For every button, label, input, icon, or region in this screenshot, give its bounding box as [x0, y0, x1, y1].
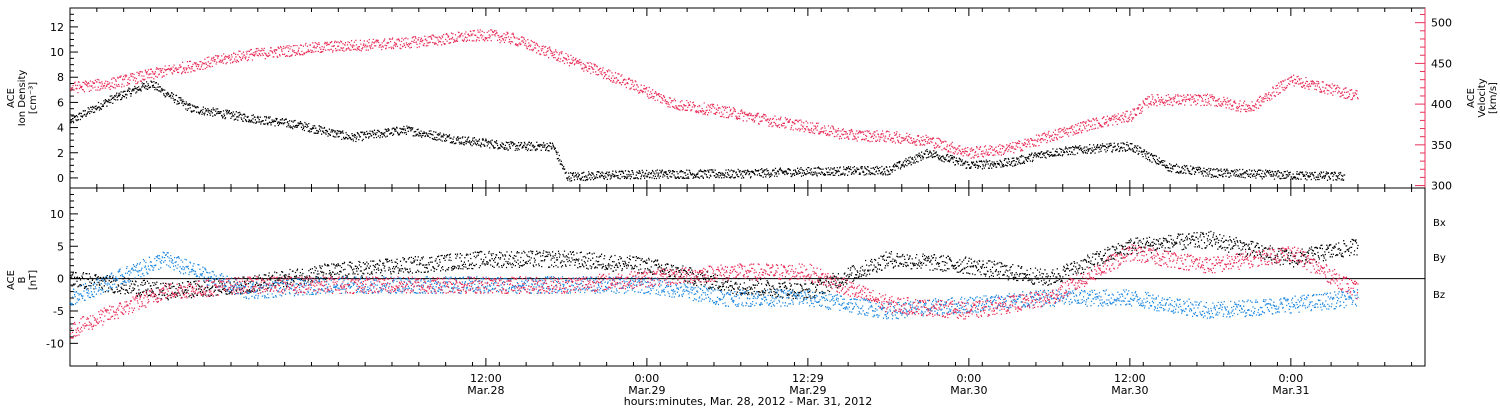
- top-right-tick-label: 350: [1431, 139, 1452, 152]
- top-right-tick-label: 500: [1431, 17, 1452, 30]
- legend-entry-bx: Bx: [1433, 218, 1446, 229]
- b-series-bz-points: [70, 244, 1359, 339]
- bottom-left-tick-label: -10: [46, 337, 64, 350]
- x-tick-time-label: 0:00: [1278, 372, 1303, 385]
- bottom-left-axis-title-line: ACE: [6, 270, 17, 290]
- top-left-tick-label: 4: [57, 122, 64, 135]
- top-series-group: [70, 29, 1359, 182]
- x-tick-date-label: Mar.31: [1272, 384, 1309, 397]
- top-left-axis-title-line: ACE: [6, 88, 17, 108]
- legend-entry-by: By: [1433, 253, 1446, 264]
- bottom-left-axis-title: ACE B [nT]: [6, 270, 39, 290]
- x-tick-date-label: Mar.30: [1111, 384, 1148, 397]
- x-tick-time-label: 0:00: [635, 372, 660, 385]
- top-right-tick-label: 450: [1431, 57, 1452, 70]
- top-left-axis-title-line: Ion Density: [17, 70, 28, 127]
- x-tick-time-label: 12:29: [792, 372, 824, 385]
- b-series-bz: [70, 244, 1359, 339]
- top-left-axis-title: ACE Ion Density [cm⁻³]: [6, 70, 39, 127]
- top-right-tick-label: 300: [1431, 180, 1452, 193]
- x-axis: 12:00Mar.280:00Mar.2912:29Mar.290:00Mar.…: [69, 8, 1413, 397]
- top-left-axis-title-line: [cm⁻³]: [28, 82, 39, 114]
- bottom-left-tick-label: 5: [57, 240, 64, 253]
- top-panel-frame: [69, 7, 1426, 189]
- top-left-tick-label: 6: [57, 96, 64, 109]
- top-left-tick-label: 10: [50, 46, 64, 59]
- x-axis-title: hours:minutes, Mar. 28, 2012 - Mar. 31, …: [624, 395, 873, 408]
- b-series-bx: [70, 230, 1359, 301]
- bottom-left-axis-title-line: [nT]: [28, 270, 39, 290]
- top-right-axis-label: ACE Velocity [km/s]: [1466, 78, 1499, 117]
- bottom-left-tick-label: 0: [57, 273, 64, 286]
- x-tick-date-label: Mar.29: [789, 384, 826, 397]
- x-tick-time-label: 12:00: [1114, 372, 1146, 385]
- top-left-y-axis: 0 2 4 6 8 10 12: [50, 13, 78, 185]
- bottom-series-group: [70, 230, 1359, 339]
- top-left-tick-label: 8: [57, 71, 64, 84]
- bottom-left-y-axis: -10 -5 0 5 10: [46, 193, 78, 350]
- b-series-bx-points: [70, 230, 1359, 301]
- top-left-axis-label: ACE Ion Density [cm⁻³]: [6, 70, 39, 127]
- x-tick-time-label: 0:00: [957, 372, 982, 385]
- bottom-left-tick-label: 10: [50, 208, 64, 221]
- density-series: [70, 80, 1346, 182]
- top-right-axis-title-line: ACE: [1466, 88, 1477, 108]
- top-right-axis-title-line: [km/s]: [1488, 82, 1499, 114]
- bottom-legend: Bx By Bz: [1433, 218, 1446, 301]
- top-right-tick-label: 400: [1431, 98, 1452, 111]
- x-tick-date-label: Mar.28: [467, 384, 504, 397]
- x-tick-time-label: 12:00: [470, 372, 502, 385]
- top-left-tick-label: 2: [57, 147, 64, 160]
- top-right-y-axis: 300 350 400 450 500: [1415, 8, 1452, 193]
- top-right-axis-title-line: Velocity: [1477, 78, 1488, 117]
- velocity-series: [70, 29, 1359, 159]
- top-left-tick-label: 0: [57, 172, 64, 185]
- velocity-series-points: [70, 29, 1359, 159]
- bottom-left-tick-label: -5: [53, 305, 64, 318]
- bottom-left-axis-title-line: B: [17, 276, 28, 283]
- top-left-tick-label: 12: [50, 21, 64, 34]
- x-tick-date-label: Mar.30: [950, 384, 987, 397]
- bottom-left-axis-label: ACE B [nT]: [6, 270, 39, 290]
- bottom-panel: -10 -5 0 5 10 ACE B [nT] Bx By Bz: [6, 187, 1446, 367]
- density-series-points: [70, 80, 1346, 182]
- x-tick-date-label: Mar.29: [628, 384, 665, 397]
- legend-entry-bz: Bz: [1433, 290, 1445, 301]
- top-right-axis-title: ACE Velocity [km/s]: [1466, 78, 1499, 117]
